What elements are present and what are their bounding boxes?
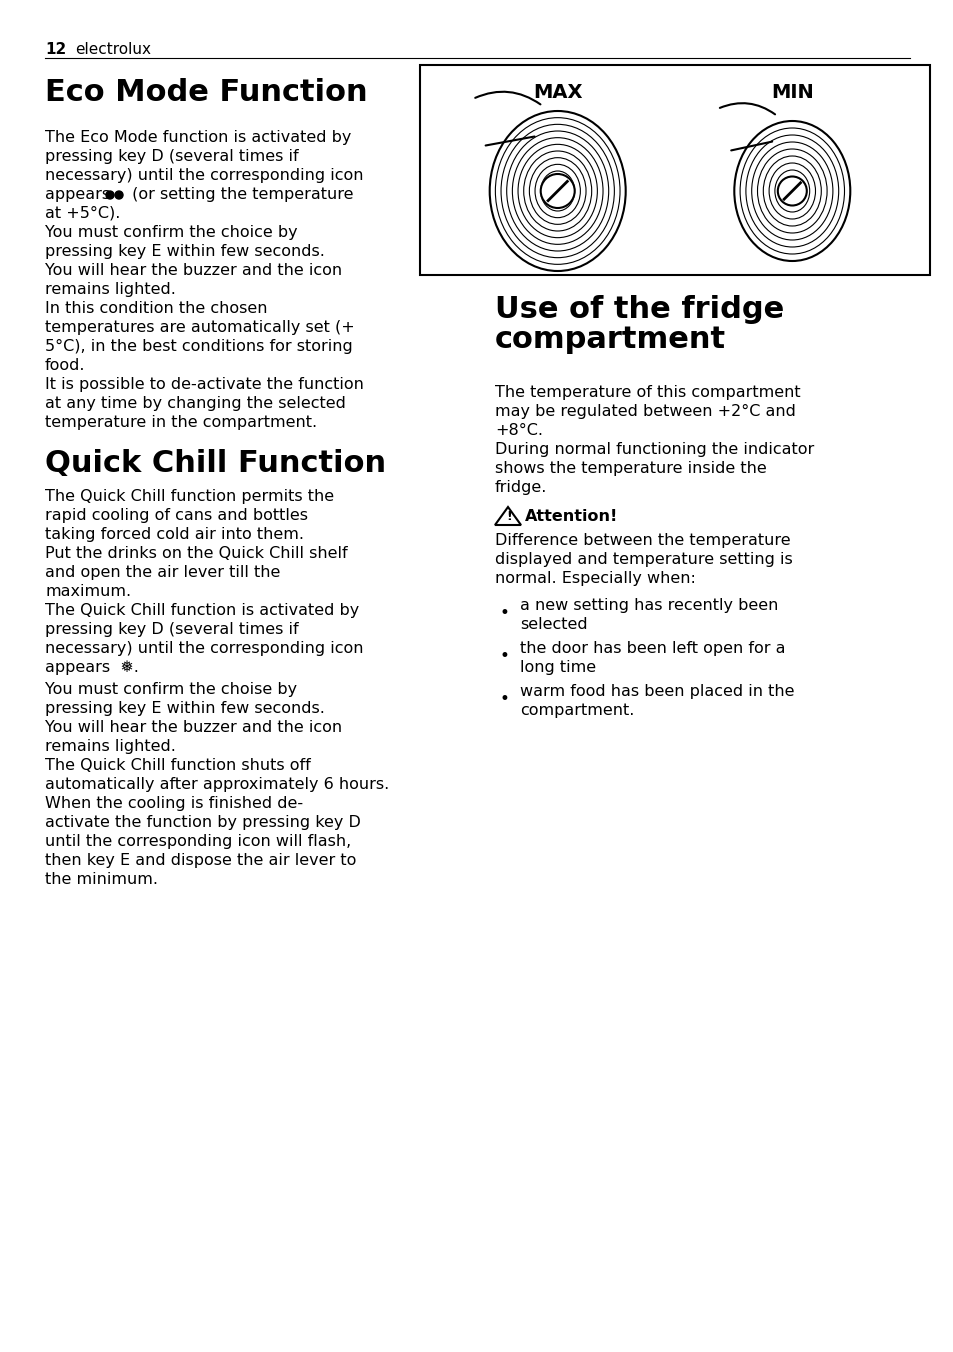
Text: warm food has been placed in the: warm food has been placed in the	[519, 684, 794, 699]
Text: a new setting has recently been: a new setting has recently been	[519, 598, 778, 612]
Text: The Eco Mode function is activated by: The Eco Mode function is activated by	[45, 130, 351, 145]
Text: It is possible to de-activate the function: It is possible to de-activate the functi…	[45, 377, 363, 392]
Text: In this condition the chosen: In this condition the chosen	[45, 301, 267, 316]
Text: Difference between the temperature: Difference between the temperature	[495, 533, 790, 548]
Circle shape	[540, 174, 574, 208]
Text: the door has been left open for a: the door has been left open for a	[519, 641, 784, 656]
Text: may be regulated between +2°C and: may be regulated between +2°C and	[495, 404, 795, 419]
Text: Eco Mode Function: Eco Mode Function	[45, 78, 367, 107]
Text: The Quick Chill function shuts off: The Quick Chill function shuts off	[45, 758, 311, 773]
Polygon shape	[495, 507, 520, 525]
Text: activate the function by pressing key D: activate the function by pressing key D	[45, 815, 360, 830]
Text: until the corresponding icon will flash,: until the corresponding icon will flash,	[45, 834, 351, 849]
Text: shows the temperature inside the: shows the temperature inside the	[495, 461, 766, 476]
Text: pressing key D (several times if: pressing key D (several times if	[45, 149, 298, 164]
Text: temperatures are automatically set (+: temperatures are automatically set (+	[45, 320, 355, 335]
Text: •: •	[499, 690, 509, 708]
Text: 5°C), in the best conditions for storing: 5°C), in the best conditions for storing	[45, 339, 353, 354]
Text: When the cooling is finished de-: When the cooling is finished de-	[45, 796, 303, 811]
Text: fridge.: fridge.	[495, 480, 547, 495]
Text: Attention!: Attention!	[524, 508, 618, 525]
FancyBboxPatch shape	[419, 65, 929, 274]
Text: at +5°C).: at +5°C).	[45, 206, 120, 220]
Text: MAX: MAX	[533, 82, 582, 101]
Text: and open the air lever till the: and open the air lever till the	[45, 565, 280, 580]
Text: During normal functioning the indicator: During normal functioning the indicator	[495, 442, 814, 457]
Text: remains lighted.: remains lighted.	[45, 283, 175, 297]
Text: You must confirm the choise by: You must confirm the choise by	[45, 681, 296, 698]
Text: compartment: compartment	[495, 324, 725, 354]
Circle shape	[777, 177, 806, 206]
Text: pressing key E within few seconds.: pressing key E within few seconds.	[45, 243, 325, 260]
Text: You must confirm the choice by: You must confirm the choice by	[45, 224, 297, 241]
Circle shape	[106, 191, 113, 199]
Circle shape	[115, 191, 123, 199]
Text: You will hear the buzzer and the icon: You will hear the buzzer and the icon	[45, 721, 342, 735]
Text: pressing key E within few seconds.: pressing key E within few seconds.	[45, 700, 325, 717]
Text: the minimum.: the minimum.	[45, 872, 158, 887]
Text: MIN: MIN	[770, 82, 813, 101]
Text: The Quick Chill function is activated by: The Quick Chill function is activated by	[45, 603, 359, 618]
Text: compartment.: compartment.	[519, 703, 634, 718]
Text: The Quick Chill function permits the: The Quick Chill function permits the	[45, 489, 334, 504]
Text: appears  ❅.: appears ❅.	[45, 660, 139, 675]
Text: •: •	[499, 648, 509, 665]
Text: The temperature of this compartment: The temperature of this compartment	[495, 385, 800, 400]
Text: •: •	[499, 604, 509, 622]
Text: long time: long time	[519, 660, 596, 675]
Text: +8°C.: +8°C.	[495, 423, 542, 438]
Text: necessary) until the corresponding icon: necessary) until the corresponding icon	[45, 641, 363, 656]
Text: at any time by changing the selected: at any time by changing the selected	[45, 396, 346, 411]
Text: rapid cooling of cans and bottles: rapid cooling of cans and bottles	[45, 508, 308, 523]
Text: You will hear the buzzer and the icon: You will hear the buzzer and the icon	[45, 264, 342, 279]
Text: Use of the fridge: Use of the fridge	[495, 295, 783, 324]
Text: appears: appears	[45, 187, 115, 201]
Text: taking forced cold air into them.: taking forced cold air into them.	[45, 527, 304, 542]
Text: maximum.: maximum.	[45, 584, 131, 599]
Text: pressing key D (several times if: pressing key D (several times if	[45, 622, 298, 637]
Text: (or setting the temperature: (or setting the temperature	[127, 187, 354, 201]
Text: then key E and dispose the air lever to: then key E and dispose the air lever to	[45, 853, 356, 868]
Text: temperature in the compartment.: temperature in the compartment.	[45, 415, 316, 430]
Text: Quick Chill Function: Quick Chill Function	[45, 449, 386, 479]
Text: necessary) until the corresponding icon: necessary) until the corresponding icon	[45, 168, 363, 183]
Text: selected: selected	[519, 617, 587, 631]
Text: 12: 12	[45, 42, 66, 57]
Text: Put the drinks on the Quick Chill shelf: Put the drinks on the Quick Chill shelf	[45, 546, 347, 561]
Text: automatically after approximately 6 hours.: automatically after approximately 6 hour…	[45, 777, 389, 792]
Text: electrolux: electrolux	[75, 42, 151, 57]
Text: !: !	[506, 511, 512, 523]
Text: displayed and temperature setting is: displayed and temperature setting is	[495, 552, 792, 566]
Text: normal. Especially when:: normal. Especially when:	[495, 571, 695, 585]
Text: food.: food.	[45, 358, 86, 373]
Text: remains lighted.: remains lighted.	[45, 740, 175, 754]
